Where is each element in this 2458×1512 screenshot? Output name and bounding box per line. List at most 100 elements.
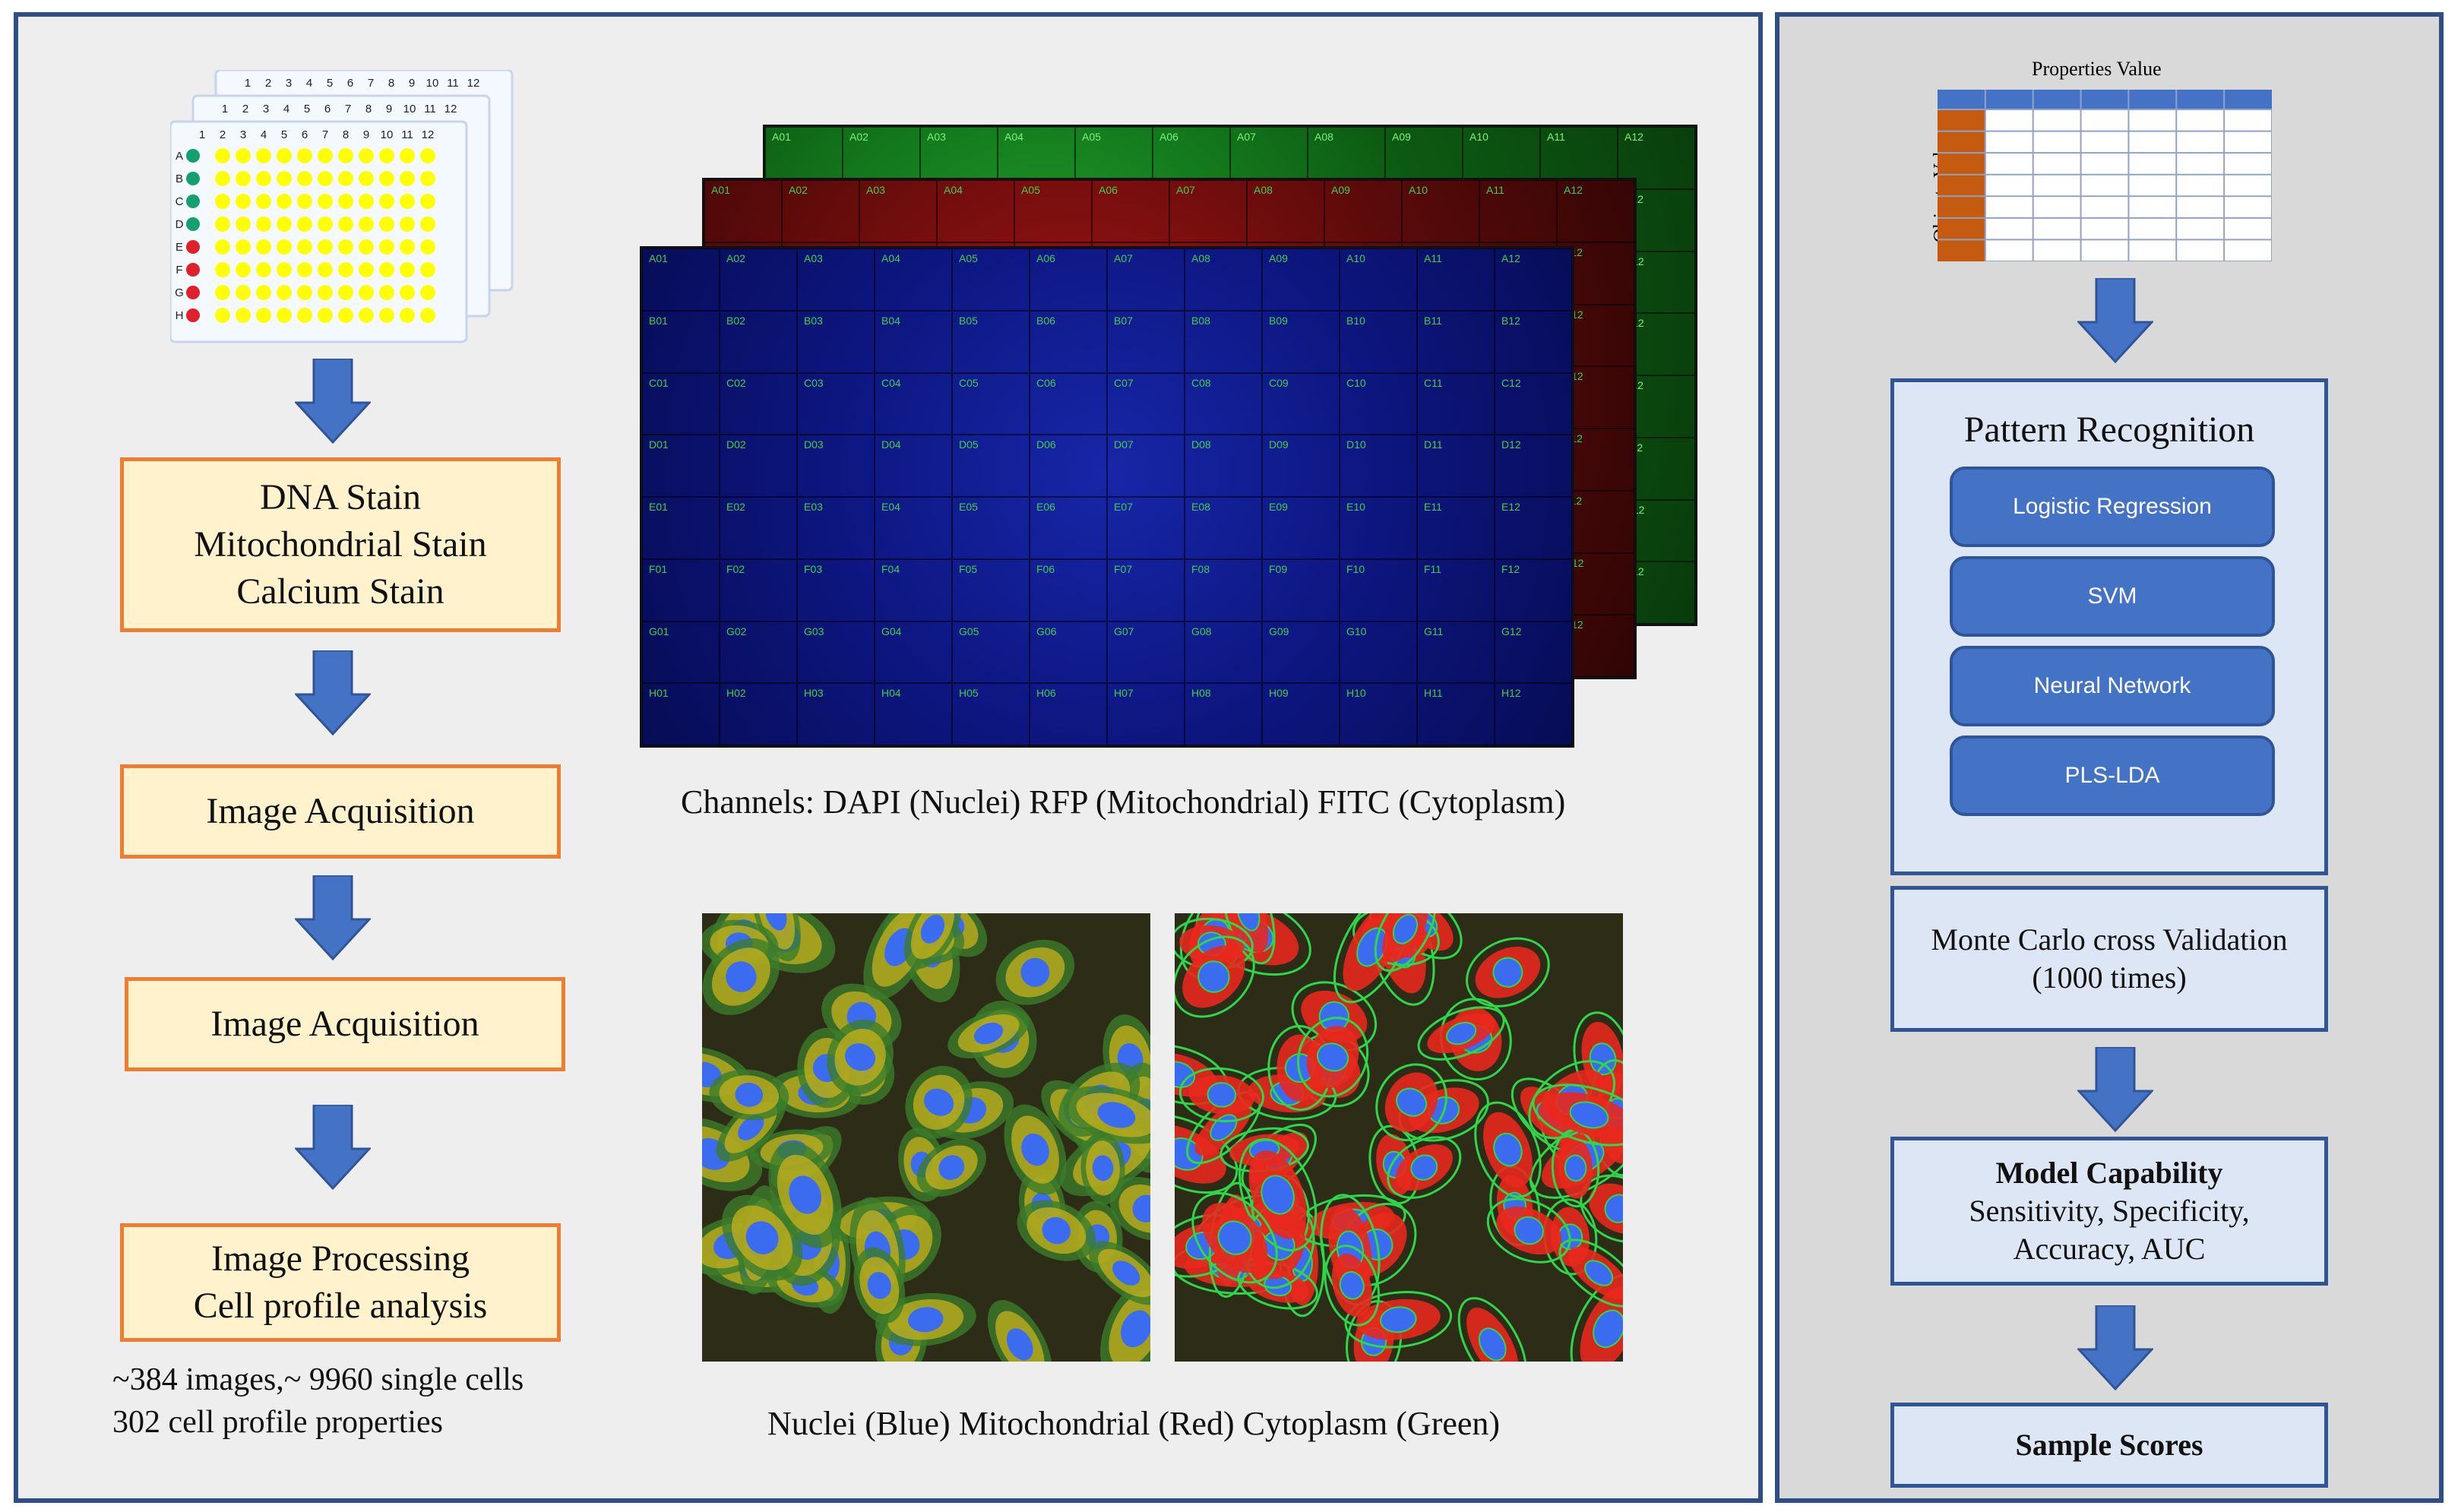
down-arrow-icon [295, 875, 371, 960]
validation-line-1: Monte Carlo cross Validation [1931, 922, 2288, 957]
nucleus [1317, 1042, 1349, 1072]
plate-column-label: 2 [242, 103, 248, 115]
well-label: D07 [1107, 435, 1185, 497]
plate-row-marker [186, 172, 200, 185]
nucleus [1593, 1309, 1623, 1349]
plate-column-label: 11 [424, 103, 436, 115]
nucleus [845, 1043, 876, 1071]
plate-well [400, 262, 415, 277]
cell [1062, 1086, 1150, 1144]
well-label: B12 [1495, 310, 1572, 373]
plate-column-label: 6 [347, 77, 353, 90]
well-label: E10 [1340, 497, 1417, 559]
plate-column-label: 4 [283, 103, 289, 115]
well-label: H08 [1185, 683, 1262, 745]
plate-column-label: 9 [409, 77, 415, 90]
well-label: C10 [1340, 372, 1417, 435]
plate-row-label: D [176, 218, 184, 231]
cell-image-raw [702, 913, 1150, 1362]
plate-well [277, 308, 292, 323]
cells-caption: Nuclei (Blue) Mitochondrial (Red) Cytopl… [767, 1405, 1501, 1442]
stain-step-box: DNA Stain Mitochondrial Stain Calcium St… [120, 457, 561, 632]
down-arrow-icon [295, 650, 371, 735]
plate-well [400, 308, 415, 323]
sample-scores-label: Sample Scores [2015, 1428, 2203, 1462]
well-label: A11 [1479, 180, 1557, 242]
well-label: B02 [720, 310, 797, 373]
cell [827, 1019, 894, 1095]
well-label: F10 [1340, 558, 1417, 622]
plate-well [400, 171, 415, 186]
well-label: F03 [797, 558, 875, 622]
well-label: A01 [704, 180, 782, 242]
well-label: G12 [1495, 621, 1572, 684]
plate-well [359, 217, 374, 232]
plate-column-label: 3 [263, 103, 269, 115]
nucleus [1132, 1194, 1150, 1223]
well-label: D02 [720, 435, 797, 497]
plate-well [215, 285, 230, 300]
well-label: D03 [797, 435, 875, 497]
nucleus [1020, 957, 1050, 987]
plate-row-label: B [176, 172, 183, 185]
plate-column-label: 12 [467, 77, 480, 90]
plate-well [338, 239, 353, 255]
nucleus [1604, 1194, 1623, 1223]
model-capability-box: Model Capability Sensitivity, Specificit… [1890, 1137, 2328, 1286]
well-label: F09 [1262, 558, 1340, 622]
well-label: F07 [1107, 558, 1185, 622]
plate-well [215, 308, 230, 323]
nucleus [1021, 1133, 1049, 1166]
plate-well [297, 217, 312, 232]
plate-well [338, 148, 353, 163]
well-label: F11 [1417, 558, 1495, 622]
well-label: A05 [1014, 180, 1092, 242]
stain-line-3: Calcium Stain [236, 571, 444, 612]
plate-well [400, 239, 415, 255]
plate-column-label: 10 [381, 128, 394, 141]
cell [1088, 1241, 1150, 1305]
cell [1175, 935, 1255, 1018]
well-label: E06 [1030, 497, 1107, 559]
nucleus [1097, 1102, 1136, 1128]
well-label: G03 [797, 621, 875, 684]
well-label: B10 [1340, 310, 1417, 373]
well-label: H05 [952, 683, 1030, 745]
plate-well [256, 308, 271, 323]
well-label: H06 [1030, 683, 1107, 745]
well-label: B05 [952, 310, 1030, 373]
plate-column-label: 12 [444, 103, 457, 115]
well-label: D08 [1185, 435, 1262, 497]
cell [1375, 1063, 1447, 1141]
plate-well [256, 262, 271, 277]
channels-caption: Channels: DAPI (Nuclei) RFP (Mitochondri… [681, 783, 1566, 821]
table-side-column [1938, 109, 1985, 261]
cell [916, 1138, 986, 1197]
plate-column-label: 8 [365, 103, 372, 115]
plate-column-label: 1 [199, 128, 205, 141]
well-label: C03 [797, 372, 875, 435]
stats-line-1: ~384 images,~ 9960 single cells [112, 1362, 524, 1397]
plate-column-label: 7 [345, 103, 351, 115]
well-label: D11 [1417, 435, 1495, 497]
well-label: A02 [720, 248, 797, 311]
nucleus [1584, 1260, 1614, 1286]
well-label: H10 [1340, 683, 1417, 745]
plate-well [297, 308, 312, 323]
cell [1080, 1131, 1125, 1205]
plate-column-label: 7 [368, 77, 374, 90]
well-label: A04 [875, 248, 952, 311]
cell [1221, 913, 1276, 965]
well-plate-stack: 123456789101112A123456789101112A12345678… [169, 68, 520, 343]
plate-well [379, 285, 394, 300]
nucleus [1175, 1061, 1196, 1089]
well-label: A10 [1340, 248, 1417, 311]
cell [1004, 1104, 1067, 1195]
well-label: B06 [1030, 310, 1107, 373]
well-label: F04 [875, 558, 952, 622]
cell [1191, 1191, 1278, 1284]
plate-row-label: E [176, 241, 183, 254]
well-label: C07 [1107, 372, 1185, 435]
sample-scores-box: Sample Scores [1890, 1403, 2328, 1488]
plate-well [236, 148, 251, 163]
